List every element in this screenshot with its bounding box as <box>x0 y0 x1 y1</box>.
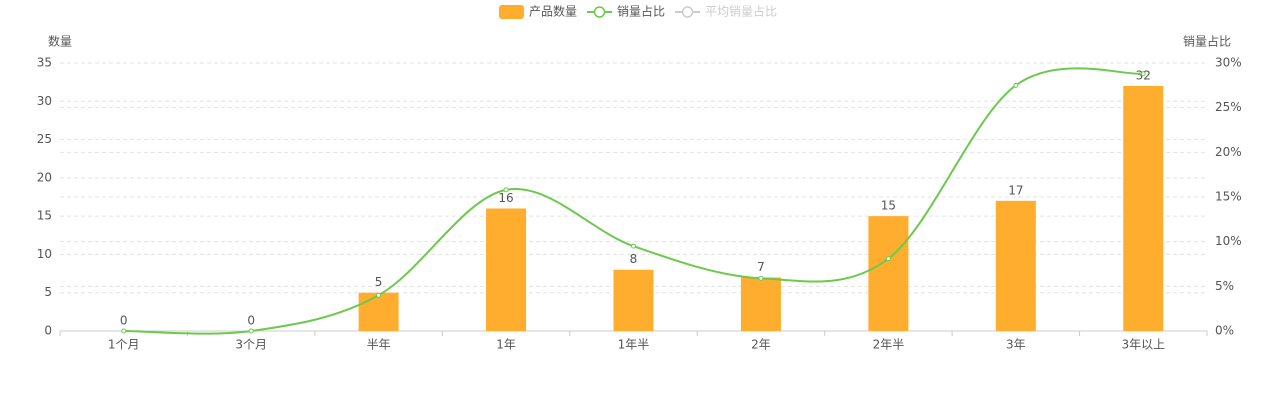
legend-swatch <box>593 6 606 18</box>
y2-tick-label: 30% <box>1215 56 1242 70</box>
x-tick-label: 半年 <box>367 338 391 352</box>
line-point <box>1013 82 1019 88</box>
bar <box>868 216 909 331</box>
legend-item[interactable]: 销量占比 <box>587 4 665 19</box>
y-tick-label: 5 <box>44 285 52 299</box>
bar <box>486 208 527 331</box>
bar-label: 0 <box>120 314 128 328</box>
x-tick-label: 1年 <box>496 338 516 352</box>
bar <box>358 292 399 331</box>
x-tick-label: 3个月 <box>235 338 267 352</box>
line-point <box>376 292 382 298</box>
y-tick-label: 0 <box>44 324 52 338</box>
bar <box>995 200 1036 331</box>
x-tick-label: 1年半 <box>618 338 650 352</box>
legend-item[interactable]: 产品数量 <box>499 4 577 20</box>
y2-tick-label: 15% <box>1215 190 1242 204</box>
line-point <box>758 275 764 281</box>
legend-label: 产品数量 <box>529 4 577 19</box>
bar-label: 8 <box>630 252 638 266</box>
y-tick-label: 20 <box>37 170 52 184</box>
line-point <box>121 328 127 334</box>
legend-swatch <box>499 5 524 19</box>
bar-label: 7 <box>757 260 765 274</box>
line-point <box>631 243 636 249</box>
y-tick-label: 15 <box>37 209 52 223</box>
y2-tick-label: 10% <box>1215 234 1242 248</box>
bar <box>613 269 654 331</box>
bar-label: 15 <box>881 199 896 213</box>
line-point <box>1140 71 1146 77</box>
y-tick-label: 30 <box>37 94 52 108</box>
x-tick-label: 3年以上 <box>1121 338 1165 352</box>
y2-tick-label: 25% <box>1215 100 1242 114</box>
x-tick-label: 1个月 <box>108 338 140 352</box>
x-tick-label: 3年 <box>1006 338 1026 352</box>
y-tick-label: 10 <box>37 247 52 261</box>
legend-label: 平均销量占比 <box>705 4 777 19</box>
bar-label: 17 <box>1008 183 1023 197</box>
y2-tick-label: 20% <box>1215 145 1242 159</box>
x-tick-label: 2年半 <box>873 338 905 352</box>
y-tick-label: 25 <box>37 132 52 146</box>
bar <box>740 277 781 331</box>
line-point <box>248 328 254 334</box>
bar-label: 16 <box>498 191 513 205</box>
legend-label: 销量占比 <box>617 4 665 19</box>
bar <box>1123 85 1164 331</box>
legend-item[interactable]: 平均销量占比 <box>675 4 777 19</box>
legend-swatch <box>681 6 694 18</box>
bar-label: 5 <box>375 275 383 289</box>
y2-tick-label: 0% <box>1215 324 1234 338</box>
line-point <box>885 256 891 262</box>
y2-axis-title: 销量占比 <box>1183 34 1231 49</box>
bar-label: 0 <box>247 314 255 328</box>
y-tick-label: 35 <box>37 56 52 70</box>
y2-tick-label: 5% <box>1215 279 1234 293</box>
y-axis-title: 数量 <box>48 34 72 49</box>
line-point <box>503 187 509 193</box>
x-tick-label: 2年 <box>751 338 771 352</box>
